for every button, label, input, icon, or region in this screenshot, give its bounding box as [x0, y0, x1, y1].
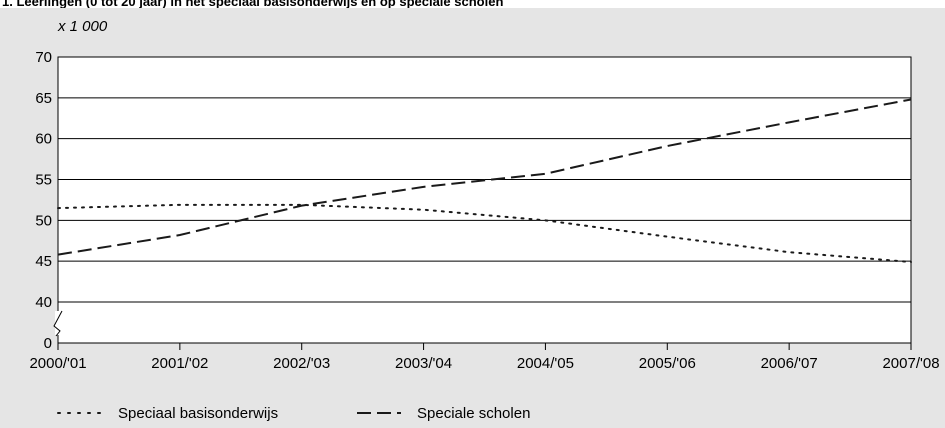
x-tick-label: 2002/'03: [273, 355, 330, 372]
y-tick-label: 50: [35, 212, 52, 229]
y-tick-label: 70: [35, 49, 52, 66]
y-tick-label: 55: [35, 172, 52, 189]
x-tick-label: 2007/'08: [882, 355, 939, 372]
x-tick-label: 2000/'01: [29, 355, 86, 372]
series-line-1: [57, 203, 912, 263]
series-line-2: [57, 98, 912, 256]
x-tick-label: 2003/'04: [395, 355, 452, 372]
gridlines: [58, 97, 911, 303]
x-tick-label: 2005/'06: [639, 355, 696, 372]
y-tick-label: 60: [35, 131, 52, 148]
legend-label: Speciale scholen: [417, 405, 530, 422]
axis-break-marker: [53, 310, 63, 337]
y-tick-label: 65: [35, 90, 52, 107]
legend: Speciaal basisonderwijs Speciale scholen: [57, 405, 530, 422]
x-tick-label: 2001/'02: [151, 355, 208, 372]
x-tick-label: 2006/'07: [761, 355, 818, 372]
chart-title: 1. Leerlingen (0 tot 20 jaar) in het spe…: [2, 0, 504, 9]
unit-label: x 1 000: [57, 18, 108, 35]
x-tick-label: 2004/'05: [517, 355, 574, 372]
series-lines: [57, 98, 912, 263]
y-tick-label: 40: [35, 294, 52, 311]
axis-break-gap: [55, 311, 61, 335]
plot-area: [57, 56, 912, 344]
y-tick-label: 0: [44, 335, 52, 352]
legend-label: Speciaal basisonderwijs: [118, 405, 278, 422]
y-tick-label: 45: [35, 253, 52, 270]
axes: 0 40 45 50 55 60 65 70 2000/'01 2001/'02 2002/'03 2…: [29, 49, 939, 372]
